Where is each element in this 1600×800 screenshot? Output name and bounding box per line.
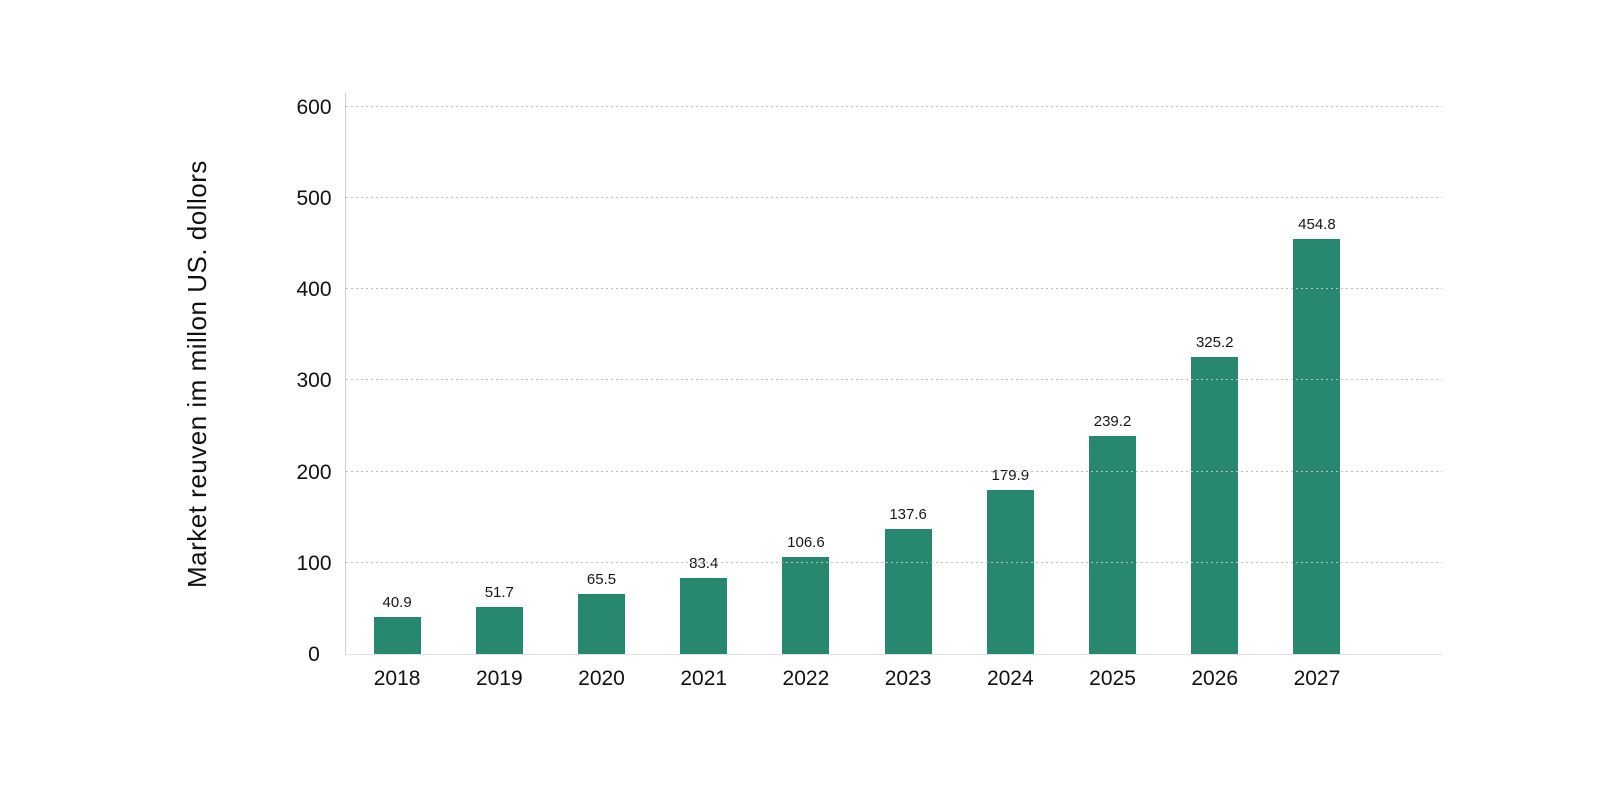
bar-slot-2024: 179.9 2024 <box>959 93 1061 690</box>
bar-2025 <box>1089 435 1137 654</box>
value-label-2019: 51.7 <box>484 583 514 601</box>
bar-slot-2027: 454.8 2027 <box>1266 93 1368 690</box>
bar-2024 <box>986 489 1034 654</box>
bar-slot-2018: 40.9 2018 <box>346 93 448 690</box>
value-label-2023: 137.6 <box>889 505 927 523</box>
y-tick-label-300: 300 <box>296 369 332 393</box>
bar-2021 <box>680 577 728 654</box>
bar-2019 <box>475 606 523 654</box>
gridline-600 <box>346 105 1442 107</box>
x-label-2020: 2020 <box>578 667 625 690</box>
gridline-100 <box>346 561 1442 563</box>
value-label-2021: 83.4 <box>689 554 719 572</box>
bars-row: 40.9 2018 51.7 2019 65.5 2020 83.4 2021 106.6 202… <box>346 93 1368 690</box>
bar-2018 <box>373 616 421 654</box>
gridline-200 <box>346 470 1442 472</box>
x-label-2021: 2021 <box>680 667 728 690</box>
y-tick-label-200: 200 <box>296 460 332 484</box>
y-axis-title: Market reuven im millon US. dollors <box>182 160 212 588</box>
plot-area: 40.9 2018 51.7 2019 65.5 2020 83.4 2021 106.6 202… <box>345 93 1442 690</box>
bar-slot-2020: 65.5 2020 <box>550 93 652 690</box>
y-tick-label-0: 0 <box>308 643 320 666</box>
x-label-2022: 2022 <box>782 667 830 690</box>
value-label-2020: 65.5 <box>586 571 617 589</box>
y-tick-label-500: 500 <box>296 187 332 210</box>
value-label-2022: 106.6 <box>787 533 825 551</box>
value-label-2018: 40.9 <box>382 593 412 611</box>
bar-2027 <box>1293 239 1341 654</box>
x-label-2018: 2018 <box>373 667 421 690</box>
bar-slot-2026: 325.2 2026 <box>1164 93 1266 690</box>
x-label-2023: 2023 <box>884 667 932 690</box>
bar-slot-2025: 239.2 2025 <box>1061 93 1163 690</box>
gridline-300 <box>346 379 1442 381</box>
x-label-2027: 2027 <box>1293 667 1341 690</box>
x-label-2019: 2019 <box>475 667 523 690</box>
bar-slot-2019: 51.7 2019 <box>448 93 550 690</box>
bar-slot-2023: 137.6 2023 <box>857 93 959 690</box>
gridline-400 <box>346 288 1442 290</box>
value-label-2026: 325.2 <box>1195 334 1234 352</box>
bar-2020 <box>578 594 625 654</box>
bar-slot-2022: 106.6 2022 <box>755 93 857 690</box>
y-tick-label-100: 100 <box>296 551 332 575</box>
value-label-2025: 239.2 <box>1093 412 1132 430</box>
value-label-2027: 454.8 <box>1298 216 1336 234</box>
x-label-2025: 2025 <box>1089 667 1136 690</box>
gridline-500 <box>346 197 1442 198</box>
bar-2026 <box>1191 357 1239 654</box>
y-tick-label-400: 400 <box>296 278 332 302</box>
bar-slot-2021: 83.4 2021 <box>653 93 755 690</box>
x-label-2024: 2024 <box>986 667 1034 690</box>
bar-2023 <box>884 528 932 654</box>
x-label-2026: 2026 <box>1191 667 1239 690</box>
y-tick-label-600: 600 <box>296 95 332 119</box>
bar-2022 <box>782 556 830 654</box>
